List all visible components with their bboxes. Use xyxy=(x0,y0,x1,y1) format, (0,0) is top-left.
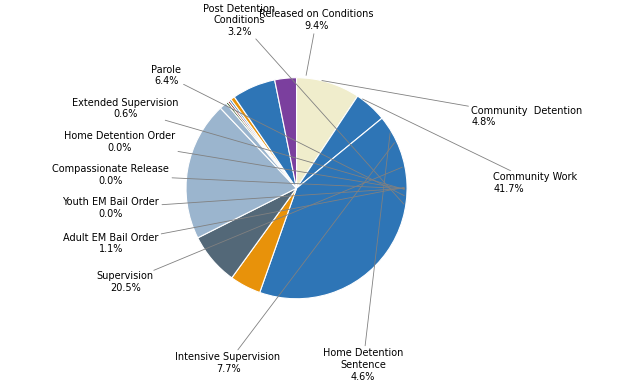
Text: Post Detention
Conditions
3.2%: Post Detention Conditions 3.2% xyxy=(203,3,404,204)
Text: Home Detention Order
0.0%: Home Detention Order 0.0% xyxy=(64,131,404,189)
Text: Parole
6.4%: Parole 6.4% xyxy=(151,65,404,196)
Wedge shape xyxy=(275,78,297,188)
Text: Extended Supervision
0.6%: Extended Supervision 0.6% xyxy=(72,98,404,190)
Text: Intensive Supervision
7.7%: Intensive Supervision 7.7% xyxy=(176,142,394,374)
Wedge shape xyxy=(231,97,297,188)
Text: Community Work
41.7%: Community Work 41.7% xyxy=(363,99,578,193)
Text: Community  Detention
4.8%: Community Detention 4.8% xyxy=(322,81,583,127)
Text: Compassionate Release
0.0%: Compassionate Release 0.0% xyxy=(53,164,404,189)
Wedge shape xyxy=(230,99,297,188)
Text: Released on Conditions
9.4%: Released on Conditions 9.4% xyxy=(259,9,373,75)
Wedge shape xyxy=(228,100,297,188)
Wedge shape xyxy=(198,188,297,278)
Wedge shape xyxy=(186,108,297,238)
Text: Youth EM Bail Order
0.0%: Youth EM Bail Order 0.0% xyxy=(63,188,404,219)
Wedge shape xyxy=(226,102,297,188)
Text: Supervision
20.5%: Supervision 20.5% xyxy=(96,167,402,293)
Wedge shape xyxy=(297,96,382,188)
Wedge shape xyxy=(260,118,407,299)
Text: Home Detention
Sentence
4.6%: Home Detention Sentence 4.6% xyxy=(323,133,403,382)
Wedge shape xyxy=(221,103,297,188)
Wedge shape xyxy=(235,80,297,188)
Wedge shape xyxy=(297,78,358,188)
Wedge shape xyxy=(232,188,297,293)
Text: Adult EM Bail Order
1.1%: Adult EM Bail Order 1.1% xyxy=(63,187,404,254)
